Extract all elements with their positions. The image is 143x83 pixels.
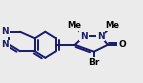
Text: N: N (1, 27, 9, 36)
Text: Br: Br (88, 58, 100, 67)
Text: N: N (80, 32, 88, 41)
Text: O: O (118, 40, 126, 49)
Text: Me: Me (67, 21, 81, 30)
Text: N: N (1, 40, 9, 49)
Text: N: N (97, 32, 105, 41)
Text: Me: Me (105, 21, 119, 30)
